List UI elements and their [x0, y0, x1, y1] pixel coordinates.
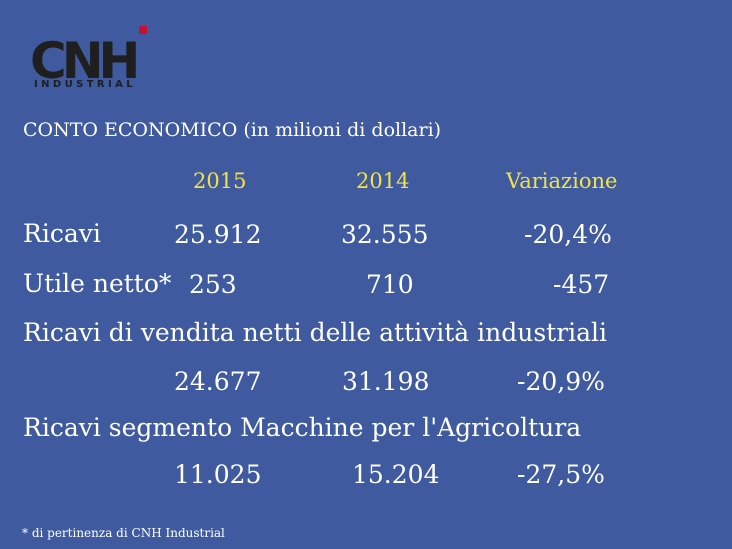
- column-header-2014: 2014: [356, 169, 410, 193]
- row-label-ricavi-segmento-agricoltura: Ricavi segmento Macchine per l'Agricoltu…: [23, 413, 582, 442]
- column-header-variazione: Variazione: [506, 169, 618, 193]
- cell-ricavi-2015: 25.912: [174, 220, 262, 249]
- logo-accent-square: [139, 26, 147, 34]
- cell-ricavi-segmento-agricoltura-2014: 15.204: [352, 460, 440, 489]
- cell-ricavi-variazione: -20,4%: [524, 220, 612, 249]
- cell-ricavi-segmento-agricoltura-2015: 11.025: [174, 460, 262, 489]
- cell-utile-netto-2014: 710: [366, 270, 414, 299]
- column-header-2015: 2015: [193, 169, 247, 193]
- cnh-industrial-logo: CNH INDUSTRIAL: [30, 26, 150, 94]
- cell-utile-netto-variazione: -457: [553, 270, 610, 299]
- row-label-ricavi-vendita-netti: Ricavi di vendita netti delle attività i…: [23, 318, 608, 347]
- cell-ricavi-segmento-agricoltura-variazione: -27,5%: [517, 460, 605, 489]
- cell-utile-netto-2015: 253: [189, 270, 237, 299]
- table-title: CONTO ECONOMICO (in milioni di dollari): [23, 119, 442, 141]
- cell-ricavi-vendita-netti-2015: 24.677: [174, 367, 262, 396]
- row-label-utile-netto: Utile netto*: [23, 269, 172, 298]
- row-label-ricavi: Ricavi: [23, 219, 101, 248]
- logo-subtext: INDUSTRIAL: [34, 79, 137, 90]
- cell-ricavi-vendita-netti-2014: 31.198: [342, 367, 430, 396]
- footnote: * di pertinenza di CNH Industrial: [22, 526, 225, 540]
- logo-letters: CNH: [30, 32, 140, 90]
- cell-ricavi-vendita-netti-variazione: -20,9%: [517, 367, 605, 396]
- cell-ricavi-2014: 32.555: [341, 220, 429, 249]
